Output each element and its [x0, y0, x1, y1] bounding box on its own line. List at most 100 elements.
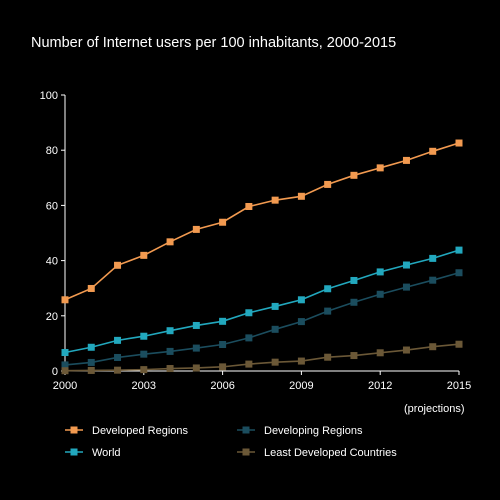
data-point: [402, 261, 410, 269]
x-tick-label: 2015: [447, 380, 471, 392]
data-point: [166, 327, 174, 335]
data-point: [297, 318, 305, 326]
data-point: [245, 360, 253, 368]
data-point: [455, 340, 463, 348]
series-layer: [61, 139, 463, 375]
data-point: [271, 358, 279, 366]
data-point: [271, 325, 279, 333]
data-point: [245, 203, 253, 211]
data-point: [271, 196, 279, 204]
data-point: [114, 366, 122, 374]
legend-item: Developed Regions: [65, 425, 189, 437]
legend-label: Developed Regions: [92, 425, 189, 437]
x-tick-label: 2009: [289, 380, 313, 392]
data-point: [455, 246, 463, 254]
y-tick-label: 40: [46, 256, 58, 268]
data-point: [87, 366, 95, 374]
legend-swatch-marker: [242, 426, 250, 434]
data-point: [429, 276, 437, 284]
series-developing-regions: [61, 269, 463, 369]
data-point: [429, 254, 437, 262]
y-tick-label: 20: [46, 311, 58, 323]
x-tick-label: 2006: [210, 380, 234, 392]
legend-label: World: [92, 447, 121, 459]
data-point: [297, 296, 305, 304]
data-point: [219, 317, 227, 325]
x-tick-label: 2000: [53, 380, 77, 392]
data-point: [166, 347, 174, 355]
data-point: [455, 139, 463, 147]
legend-item: Least Developed Countries: [237, 447, 397, 459]
data-point: [114, 336, 122, 344]
data-point: [376, 349, 384, 357]
x-tick-label: 2003: [132, 380, 156, 392]
data-point: [219, 218, 227, 226]
data-point: [219, 363, 227, 371]
data-point: [350, 352, 358, 360]
legend-swatch-marker: [242, 448, 250, 456]
data-point: [297, 357, 305, 365]
data-point: [429, 343, 437, 351]
chart-title: Number of Internet users per 100 inhabit…: [31, 35, 397, 51]
legend: Developed Regions World Developing Regions…: [65, 425, 397, 459]
y-tick-label: 80: [46, 145, 58, 157]
legend-label: Developing Regions: [264, 425, 363, 437]
series-line: [64, 343, 460, 372]
y-tick-label: 0: [52, 366, 58, 378]
data-point: [61, 367, 69, 375]
series-least-developed-countries: [61, 340, 463, 375]
data-point: [61, 296, 69, 304]
data-point: [324, 307, 332, 315]
legend-item: World: [65, 447, 121, 459]
axes: 0 20 40 60 80 100 2000 2003 2006 2009 2012 2015: [40, 90, 472, 392]
legend-item: Developing Regions: [237, 425, 363, 437]
data-point: [192, 225, 200, 233]
data-point: [166, 365, 174, 373]
data-point: [166, 238, 174, 246]
data-point: [192, 344, 200, 352]
data-point: [61, 349, 69, 357]
data-point: [61, 361, 69, 369]
data-point: [324, 285, 332, 293]
data-point: [324, 180, 332, 188]
data-point: [376, 164, 384, 172]
y-tick-label: 60: [46, 200, 58, 212]
projections-note: (projections): [404, 403, 465, 415]
series-developed-regions: [61, 139, 463, 304]
data-point: [402, 156, 410, 164]
legend-swatch-marker: [70, 426, 78, 434]
data-point: [140, 350, 148, 358]
series-line: [64, 142, 460, 301]
data-point: [402, 283, 410, 291]
data-point: [192, 321, 200, 329]
legend-swatch-marker: [70, 448, 78, 456]
data-point: [455, 269, 463, 277]
data-point: [219, 341, 227, 349]
data-point: [297, 192, 305, 200]
data-point: [350, 171, 358, 179]
data-point: [402, 346, 410, 354]
data-point: [324, 353, 332, 361]
data-point: [350, 276, 358, 284]
series-world: [61, 246, 463, 357]
data-point: [376, 268, 384, 276]
data-point: [429, 147, 437, 155]
data-point: [376, 290, 384, 298]
data-point: [350, 298, 358, 306]
series-line: [64, 249, 460, 354]
legend-label: Least Developed Countries: [264, 447, 397, 459]
data-point: [192, 364, 200, 372]
data-point: [87, 284, 95, 292]
data-point: [114, 261, 122, 269]
y-tick-label: 100: [40, 90, 58, 102]
data-point: [114, 353, 122, 361]
data-point: [140, 332, 148, 340]
data-point: [87, 343, 95, 351]
data-point: [245, 334, 253, 342]
x-tick-label: 2012: [368, 380, 392, 392]
data-point: [271, 302, 279, 310]
data-point: [140, 366, 148, 374]
data-point: [245, 309, 253, 317]
data-point: [140, 251, 148, 259]
